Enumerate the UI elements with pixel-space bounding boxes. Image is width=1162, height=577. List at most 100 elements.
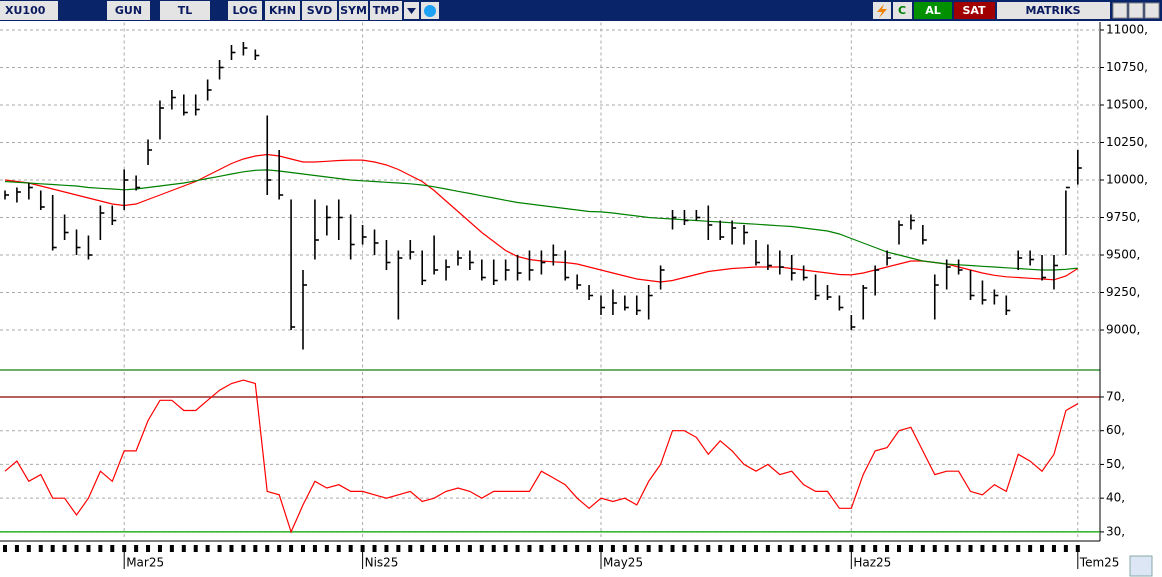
x-tick	[753, 545, 758, 552]
x-tick	[813, 545, 818, 552]
x-tick	[1016, 545, 1021, 552]
x-tick	[181, 545, 186, 552]
x-tick	[110, 545, 115, 552]
x-tick-label: May25	[603, 556, 643, 570]
x-tick	[312, 545, 317, 552]
x-tick	[777, 545, 782, 552]
x-tick-label: Haz25	[853, 556, 891, 570]
x-tick	[575, 545, 580, 552]
x-tick	[920, 545, 925, 552]
x-tick	[646, 545, 651, 552]
x-tick	[432, 545, 437, 552]
x-tick	[253, 545, 258, 552]
x-tick-label: Nis25	[365, 556, 399, 570]
y-tick-label: 10250,	[1106, 135, 1148, 149]
line	[4, 169, 1078, 271]
x-tick	[289, 545, 294, 552]
x-tick	[26, 545, 31, 552]
x-tick	[1028, 545, 1033, 552]
toolbar-button-label: KHN	[269, 4, 296, 17]
brand: MATRIKS	[1025, 4, 1080, 17]
buy-label: AL	[925, 4, 941, 17]
x-tick	[467, 545, 472, 552]
x-tick-label: Tem25	[1079, 556, 1120, 570]
y-tick-label: 70,	[1106, 389, 1125, 403]
toolbar-button-label: TL	[178, 4, 193, 17]
buy-button[interactable]	[914, 2, 952, 19]
x-tick	[134, 545, 139, 552]
y-tick-label: 60,	[1106, 423, 1125, 437]
x-tick	[265, 545, 270, 552]
x-tick	[837, 545, 842, 552]
x-tick	[515, 545, 520, 552]
x-tick	[1051, 545, 1056, 552]
refresh-button[interactable]	[1129, 555, 1153, 577]
x-tick	[694, 545, 699, 552]
x-tick	[1040, 545, 1045, 552]
x-tick	[730, 545, 735, 552]
toolbar-button[interactable]	[370, 1, 402, 20]
x-tick	[718, 545, 723, 552]
toolbar-button[interactable]	[265, 1, 300, 20]
x-tick	[74, 545, 79, 552]
x-tick	[324, 545, 329, 552]
toolbar-button[interactable]	[302, 1, 337, 20]
toolbar-button-label: GUN	[115, 4, 142, 17]
x-tick	[968, 545, 973, 552]
x-tick	[587, 545, 592, 552]
twitter-icon	[424, 5, 436, 17]
x-tick	[491, 545, 496, 552]
window-button[interactable]	[1128, 2, 1144, 19]
y-tick-label: 9500,	[1106, 248, 1140, 262]
x-tick	[944, 545, 949, 552]
toolbar-button[interactable]	[160, 1, 210, 20]
toolbar-button[interactable]	[107, 1, 150, 20]
symbol: XU100	[5, 4, 46, 17]
y-tick-label: 10500,	[1106, 98, 1148, 112]
x-tick	[1063, 545, 1068, 552]
x-tick	[622, 545, 627, 552]
x-tick	[444, 545, 449, 552]
x-tick	[610, 545, 615, 552]
x-tick	[38, 545, 43, 552]
y-tick-label: 40,	[1106, 491, 1125, 505]
x-tick	[3, 545, 7, 552]
brand-box	[997, 2, 1110, 19]
sell-label: SAT	[962, 4, 986, 17]
x-tick	[241, 545, 246, 552]
toolbar-button-label: SVD	[307, 4, 333, 17]
toolbar-button-label: SYM	[340, 4, 367, 17]
x-tick	[742, 545, 747, 552]
window-button[interactable]	[1112, 2, 1128, 19]
toolbar-button[interactable]	[339, 1, 368, 20]
x-tick	[229, 545, 234, 552]
window-button[interactable]	[1144, 2, 1160, 19]
x-tick	[992, 545, 997, 552]
x-tick	[563, 545, 568, 552]
x-tick	[157, 545, 162, 552]
sell-button[interactable]	[954, 2, 995, 19]
x-tick	[670, 545, 675, 552]
line	[4, 379, 1079, 534]
x-tick	[956, 545, 961, 552]
symbol-box[interactable]	[0, 1, 58, 20]
x-tick	[301, 545, 305, 552]
x-tick	[825, 545, 830, 552]
x-tick	[384, 545, 389, 552]
x-tick	[503, 545, 508, 552]
x-tick	[539, 545, 544, 552]
y-tick-label: 50,	[1106, 457, 1125, 471]
x-tick	[980, 545, 985, 552]
x-tick	[885, 545, 890, 552]
c-button[interactable]	[893, 2, 912, 19]
y-tick-label: 9250,	[1106, 285, 1140, 299]
y-tick-label: 10750,	[1106, 60, 1148, 74]
x-tick	[50, 545, 55, 552]
x-tick	[789, 545, 794, 552]
y-tick-label: 30,	[1106, 524, 1125, 538]
x-tick	[634, 545, 639, 552]
y-tick-label: 9750,	[1106, 210, 1140, 224]
toolbar-button[interactable]	[228, 1, 262, 20]
x-tick	[897, 545, 901, 552]
